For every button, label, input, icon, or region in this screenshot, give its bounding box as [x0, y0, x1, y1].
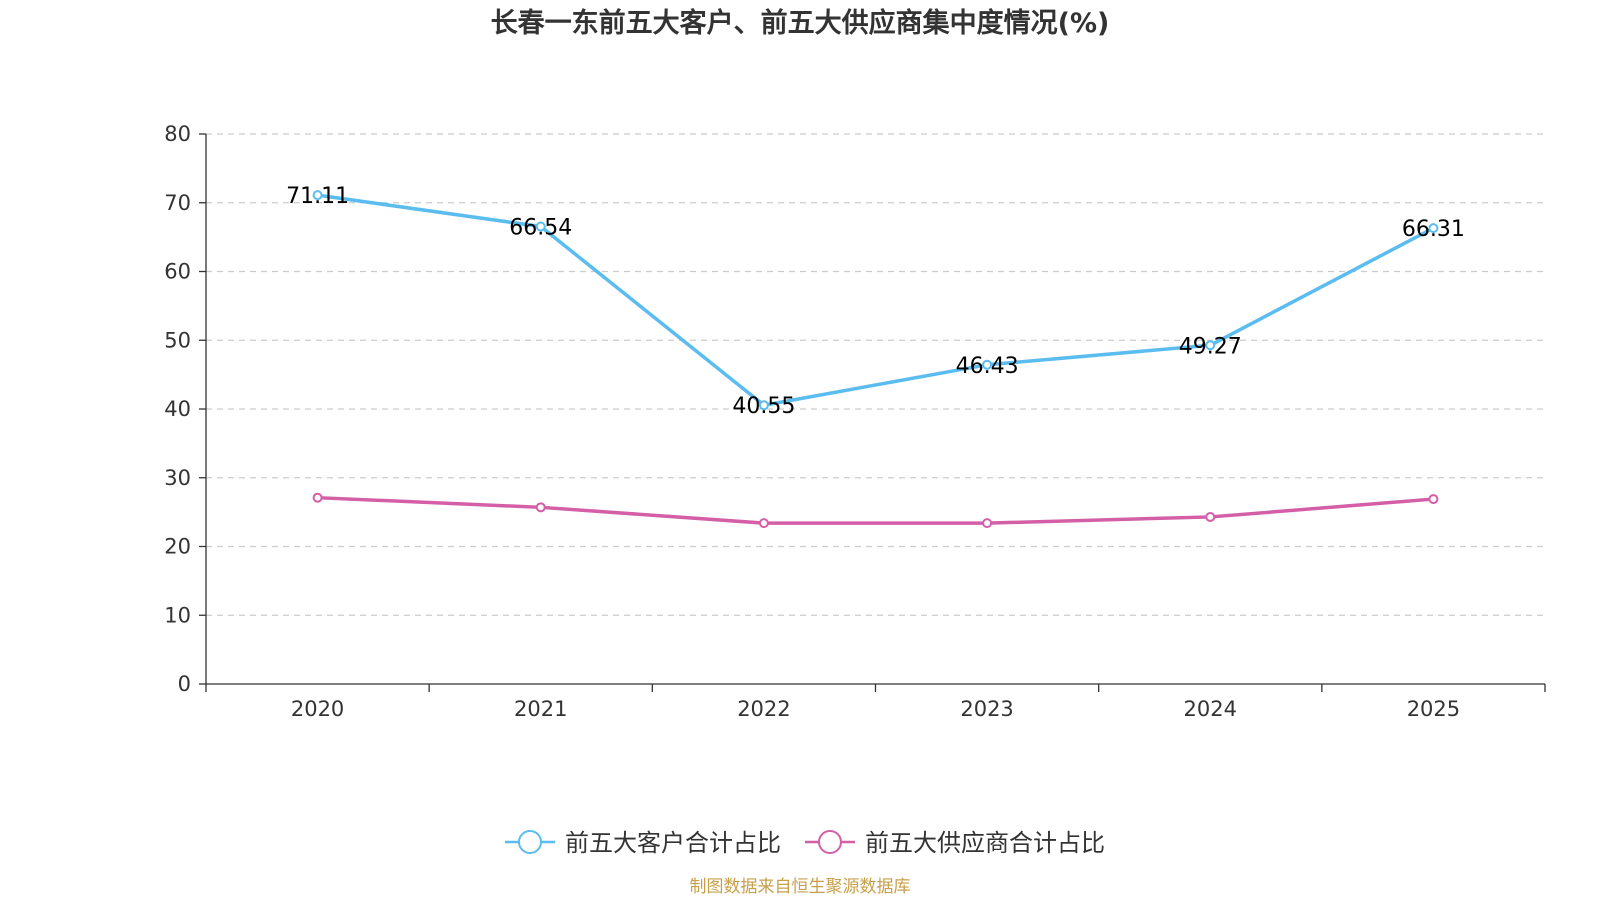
legend-item-2[interactable]: 前五大供应商合计占比	[805, 829, 1105, 857]
series-layer: 71.11 66.54 40.55 46.43 49.27 66.31	[286, 184, 1465, 529]
data-point	[1205, 340, 1216, 351]
data-point	[1205, 511, 1216, 522]
legend[interactable]: 前五大客户合计占比 前五大供应商合计占比	[505, 829, 1105, 857]
series-line-2	[317, 495, 1434, 525]
y-tick-label: 0	[178, 672, 191, 696]
data-label: 66.31	[1402, 217, 1465, 242]
data-label: 71.11	[286, 184, 349, 209]
data-label: 40.55	[732, 394, 795, 419]
data-point	[535, 221, 546, 232]
data-point	[1428, 223, 1439, 234]
data-point	[982, 518, 993, 529]
x-tick-label: 2020	[291, 697, 344, 721]
y-tick-label: 10	[164, 603, 191, 627]
x-axis: 2020 2021 2022 2023 2024 2025	[205, 683, 1546, 721]
y-tick-label: 30	[164, 466, 191, 490]
legend-label: 前五大客户合计占比	[565, 829, 781, 857]
y-tick-label: 40	[164, 397, 191, 421]
data-point	[312, 190, 323, 201]
chart-title: 长春一东前五大客户、前五大供应商集中度情况(%)	[491, 7, 1110, 39]
data-point	[982, 359, 993, 370]
data-point	[1428, 494, 1439, 505]
legend-label: 前五大供应商合计占比	[865, 829, 1105, 857]
legend-marker-icon	[518, 830, 542, 854]
data-point	[312, 492, 323, 503]
data-label: 66.54	[509, 216, 572, 241]
y-tick-label: 20	[164, 535, 191, 559]
x-tick-label: 2024	[1184, 697, 1237, 721]
legend-marker-icon	[818, 830, 842, 854]
y-tick-label: 80	[164, 122, 191, 146]
x-tick-label: 2021	[514, 697, 567, 721]
data-label: 46.43	[956, 354, 1019, 379]
x-tick-label: 2025	[1407, 697, 1460, 721]
x-tick-label: 2023	[960, 697, 1013, 721]
data-label: 49.27	[1179, 334, 1242, 359]
source-note: 制图数据来自恒生聚源数据库	[690, 877, 911, 897]
legend-item-1[interactable]: 前五大客户合计占比	[505, 829, 781, 857]
data-point	[535, 502, 546, 513]
y-tick-label: 60	[164, 260, 191, 284]
y-tick-label: 70	[164, 191, 191, 215]
series-line-1	[317, 193, 1435, 407]
y-tick-label: 50	[164, 328, 191, 352]
y-axis: 0 10 20 30 40 50 60 70 80	[164, 122, 207, 696]
grid	[206, 133, 1545, 616]
data-point	[758, 400, 769, 411]
data-point	[758, 518, 769, 529]
x-tick-label: 2022	[737, 697, 790, 721]
